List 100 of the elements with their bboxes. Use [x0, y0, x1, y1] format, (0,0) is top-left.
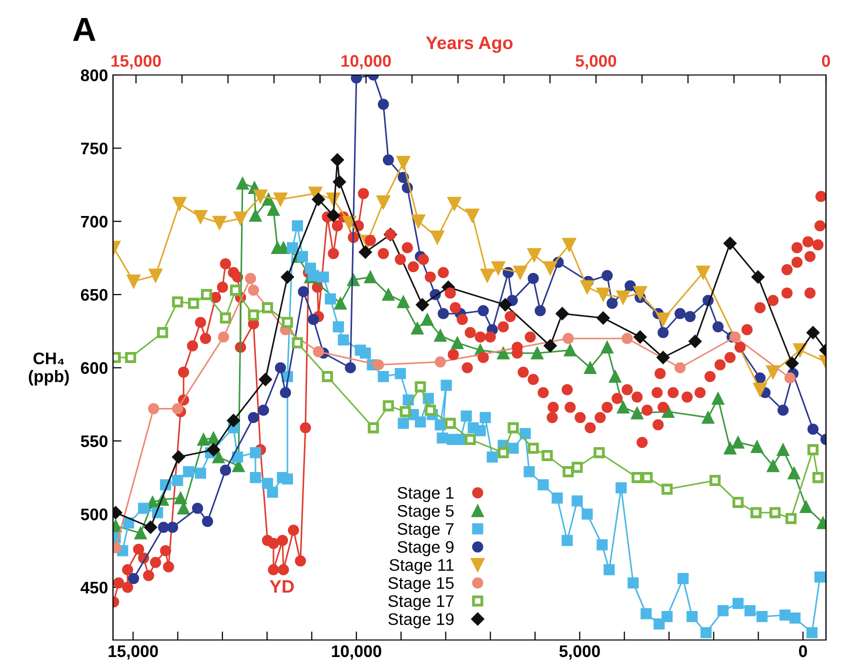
point: [688, 334, 702, 348]
point: [186, 340, 198, 352]
point: [200, 289, 212, 300]
point: [562, 238, 576, 252]
point: [144, 520, 158, 534]
point: [280, 270, 294, 284]
point: [342, 216, 356, 230]
point: [556, 307, 569, 320]
point: [528, 272, 539, 284]
point: [276, 534, 288, 546]
point: [158, 522, 170, 533]
point: [332, 175, 346, 188]
point: [751, 270, 765, 284]
point: [125, 352, 136, 364]
point: [513, 266, 528, 280]
point: [382, 288, 395, 301]
point: [562, 466, 574, 478]
point: [478, 305, 489, 316]
y-tick-label: 550: [80, 435, 108, 448]
y-tick-label: 650: [80, 288, 108, 301]
point: [330, 153, 344, 166]
legend-label: Stage 7: [398, 523, 454, 538]
point: [438, 308, 449, 320]
point: [732, 436, 744, 449]
legend-label: Stage 17: [388, 595, 454, 610]
point: [732, 496, 744, 508]
y-tick-label: 600: [80, 362, 108, 374]
point: [248, 309, 260, 321]
point: [358, 246, 372, 259]
point: [447, 196, 462, 211]
point: [642, 472, 653, 484]
point: [207, 432, 220, 444]
point: [312, 192, 326, 206]
point: [212, 216, 226, 230]
point: [382, 154, 394, 166]
point: [712, 321, 724, 332]
point: [194, 210, 208, 224]
point: [334, 297, 347, 310]
point: [288, 524, 300, 536]
point: [528, 442, 539, 454]
point: [308, 314, 319, 325]
point: [451, 336, 464, 350]
point: [216, 282, 228, 293]
point: [776, 443, 790, 456]
point: [220, 258, 232, 270]
point: [416, 298, 429, 312]
point: [200, 332, 212, 344]
point: [674, 308, 686, 320]
point: [178, 366, 190, 378]
point: [312, 346, 324, 358]
point: [226, 414, 240, 428]
point: [491, 261, 506, 276]
point: [344, 362, 356, 374]
point: [766, 365, 780, 380]
point: [812, 472, 824, 484]
legend-label: Stage 9: [398, 541, 454, 556]
point: [160, 545, 172, 556]
point: [498, 298, 512, 312]
point: [248, 284, 260, 296]
point: [411, 214, 426, 228]
point: [350, 75, 362, 84]
point: [564, 344, 576, 356]
point: [543, 261, 558, 276]
point: [282, 316, 293, 328]
point: [630, 406, 644, 420]
point: [262, 302, 274, 314]
point: [292, 337, 304, 348]
point: [674, 362, 686, 374]
point: [596, 311, 610, 325]
point: [236, 177, 249, 190]
point: [188, 298, 200, 309]
point: [662, 484, 673, 495]
point: [730, 331, 741, 343]
point: [128, 572, 140, 584]
point: [220, 312, 232, 324]
point: [807, 444, 819, 456]
point: [358, 188, 369, 200]
point: [580, 280, 594, 294]
point: [298, 286, 309, 298]
point: [294, 555, 306, 567]
point: [397, 296, 410, 308]
point: [785, 356, 799, 370]
point: [766, 460, 780, 472]
point: [600, 341, 614, 354]
point: [172, 296, 184, 308]
point: [249, 209, 262, 222]
point: [465, 208, 480, 222]
x-tick-label: 0: [799, 645, 807, 658]
point: [750, 440, 764, 454]
point: [712, 392, 724, 405]
point: [498, 447, 509, 458]
point: [172, 196, 186, 211]
point: [332, 220, 343, 232]
point: [220, 464, 232, 476]
point: [806, 326, 820, 340]
point: [508, 422, 519, 434]
point: [248, 412, 260, 424]
point: [268, 538, 280, 549]
point: [702, 411, 714, 424]
point: [372, 359, 384, 370]
